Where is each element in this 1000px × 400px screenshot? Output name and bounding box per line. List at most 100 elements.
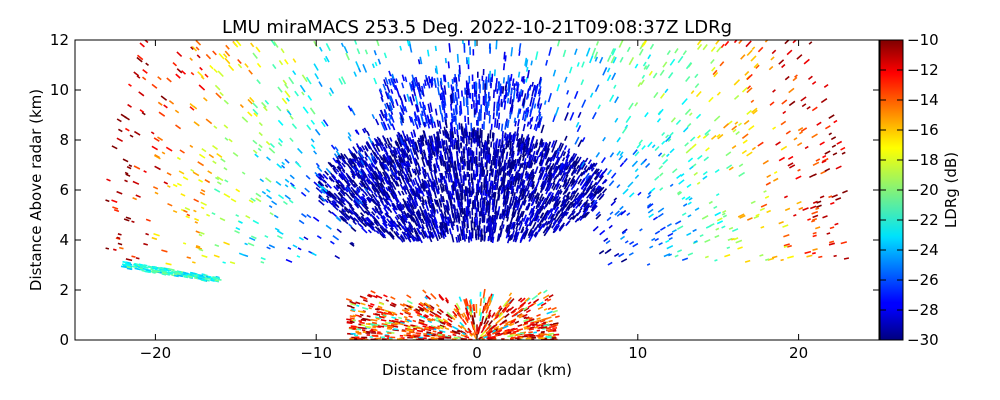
ldr-echo: [558, 162, 563, 170]
ldr-echo: [603, 168, 608, 174]
ldr-echo: [494, 309, 501, 317]
ldr-echo: [529, 318, 535, 322]
ldr-echo: [589, 55, 594, 64]
ldr-echo: [488, 300, 492, 307]
ldr-echo: [447, 317, 453, 323]
ldr-echo: [457, 329, 463, 334]
ldr-echo: [421, 199, 425, 206]
ldr-echo: [218, 52, 225, 60]
ldr-echo: [374, 118, 380, 126]
ldr-echo: [418, 318, 425, 323]
ldr-echo: [492, 112, 495, 120]
ldr-echo: [440, 113, 444, 123]
ldr-echo: [301, 74, 308, 83]
ldr-echo: [579, 178, 586, 186]
ldr-echo: [810, 205, 817, 210]
ldr-echo: [362, 63, 368, 73]
ldr-echo: [442, 103, 446, 114]
ldr-echo: [223, 124, 229, 129]
ldr-echo: [485, 203, 489, 213]
ldr-echo: [674, 254, 679, 258]
ldr-echo: [513, 83, 516, 91]
ldr-echo: [502, 325, 509, 330]
ldr-echo: [742, 139, 748, 144]
ldr-echo: [389, 150, 394, 157]
ldr-echo: [568, 66, 573, 74]
ldr-echo: [523, 163, 526, 169]
ldr-echo: [434, 199, 439, 207]
ldr-echo: [489, 228, 492, 234]
ldr-echo: [508, 159, 512, 167]
ldr-echo: [306, 213, 312, 219]
ldr-echo: [526, 176, 532, 187]
ldr-echo: [447, 194, 451, 201]
ldr-echo: [327, 161, 333, 168]
ldr-echo: [461, 220, 464, 231]
ldr-echo: [371, 211, 376, 216]
ldr-echo: [759, 207, 766, 212]
ldr-echo: [144, 270, 150, 273]
ldr-echo: [491, 183, 494, 194]
ldr-echo: [504, 162, 508, 171]
ldr-echo: [448, 228, 452, 235]
ldr-echo: [172, 62, 178, 67]
ldr-echo: [808, 41, 813, 45]
ldr-echo: [198, 275, 206, 279]
ldr-echo: [452, 310, 458, 317]
ldr-echo: [409, 235, 415, 242]
ldr-echo: [681, 257, 689, 262]
ldr-echo: [325, 167, 332, 174]
ldr-echo: [535, 51, 539, 60]
ldr-echo: [773, 171, 778, 174]
ldr-echo: [431, 148, 435, 156]
ldr-echo: [401, 231, 406, 236]
ldr-echo: [516, 151, 520, 156]
ldr-echo: [409, 148, 415, 158]
ldr-echo: [463, 171, 466, 181]
ldr-echo: [780, 258, 784, 262]
ldr-echo: [298, 236, 304, 241]
ldr-echo: [331, 211, 338, 218]
ldr-echo: [376, 310, 381, 314]
ldr-echo: [349, 215, 356, 222]
ldr-echo: [586, 179, 592, 186]
ldr-echo: [455, 151, 459, 161]
ldr-echo: [457, 74, 460, 82]
ldr-echo: [770, 56, 775, 61]
ldr-echo: [542, 211, 548, 219]
ldr-echo: [341, 209, 346, 214]
ldr-echo: [626, 46, 631, 53]
ldr-echo: [388, 161, 393, 168]
ldr-echo: [744, 70, 750, 76]
ldr-echo: [449, 218, 453, 223]
ldr-echo: [570, 180, 576, 187]
ldr-echo: [172, 209, 178, 214]
ldr-echo: [708, 96, 714, 103]
ldr-echo: [428, 119, 432, 125]
ldr-echo: [375, 317, 380, 320]
ldr-echo: [355, 142, 362, 151]
ldr-echo: [357, 150, 364, 159]
ldr-echo: [501, 140, 504, 149]
ldr-echo: [427, 115, 431, 125]
ldr-echo: [540, 141, 544, 148]
ldr-echo: [562, 49, 567, 58]
ldr-echo: [338, 200, 344, 207]
ldr-echo: [398, 322, 404, 326]
ldr-echo: [568, 164, 573, 170]
ldr-echo: [599, 56, 604, 64]
ldr-echo: [419, 56, 423, 65]
ldr-echo: [341, 208, 347, 213]
ldr-echo: [511, 188, 515, 195]
ldr-echo: [737, 213, 745, 218]
ldr-echo: [725, 151, 732, 157]
ldr-echo: [445, 112, 448, 118]
ldr-echo: [541, 142, 545, 148]
ldr-echo: [523, 199, 527, 206]
ldr-echo: [524, 173, 528, 179]
ldr-echo: [394, 176, 398, 181]
ldr-echo: [545, 201, 550, 206]
ldr-echo: [606, 169, 613, 176]
ldr-echo: [136, 75, 141, 79]
ldr-echo: [491, 204, 494, 211]
